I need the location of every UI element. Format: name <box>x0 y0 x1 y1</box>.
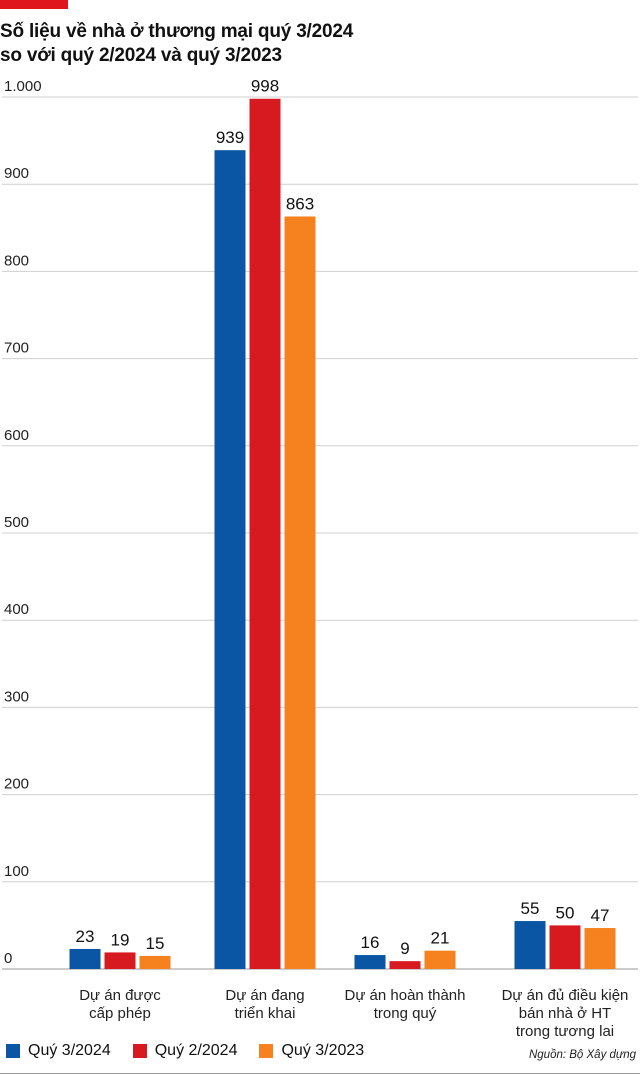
category-label-1-line-2: cấp phép <box>89 1005 151 1022</box>
y-tick-label-400: 400 <box>4 601 29 618</box>
y-tick-label-800: 800 <box>4 252 29 269</box>
accent-bar <box>0 0 68 9</box>
category-label-4-line-1: Dự án đủ điều kiện <box>502 987 629 1004</box>
y-tick-label-500: 500 <box>4 514 29 531</box>
chart-title-line-1: Số liệu về nhà ở thương mại quý 3/2024 <box>0 21 354 42</box>
category-label-2-line-2: triển khai <box>235 1005 296 1022</box>
category-label-3-line-1: Dự án hoàn thành <box>345 987 466 1004</box>
legend-swatch-quy-2-2024 <box>132 1044 147 1058</box>
category-label-2-line-1: Dự án đang <box>225 987 304 1004</box>
chart-title-line-2: so với quý 2/2024 và quý 3/2023 <box>0 45 282 66</box>
data-label-quy-2-2024-cat-4: 50 <box>556 903 575 922</box>
legend-label-quy-2-2024: Quý 2/2024 <box>154 1042 238 1059</box>
legend-item-quy-3-2023: Quý 3/2023 <box>259 1042 364 1060</box>
data-label-quy-3-2023-cat-1: 15 <box>146 934 165 953</box>
bar-quy-3-2024-cat-1 <box>69 948 101 969</box>
bar-quy-3-2023-cat-4 <box>584 928 616 969</box>
legend: Quý 3/2024 Quý 2/2024 Quý 3/2023 <box>6 1042 364 1060</box>
data-label-quy-3-2024-cat-4: 55 <box>521 899 540 918</box>
bar-quy-2-2024-cat-1 <box>104 952 136 969</box>
legend-swatch-quy-3-2023 <box>259 1044 274 1058</box>
bar-quy-2-2024-cat-2 <box>249 98 281 969</box>
y-tick-label-700: 700 <box>4 340 29 357</box>
data-label-quy-3-2024-cat-3: 16 <box>361 933 380 952</box>
y-tick-label-600: 600 <box>4 427 29 444</box>
bar-quy-2-2024-cat-4 <box>549 925 581 969</box>
bottom-rule <box>0 1073 640 1074</box>
legend-label-quy-3-2023: Quý 3/2023 <box>281 1042 365 1059</box>
y-tick-label-300: 300 <box>4 688 29 705</box>
data-label-quy-3-2024-cat-2: 939 <box>216 128 244 147</box>
data-label-quy-3-2023-cat-2: 863 <box>286 194 314 213</box>
legend-label-quy-3-2024: Quý 3/2024 <box>28 1042 111 1059</box>
y-tick-label-1000: 1.000 <box>4 78 42 95</box>
bar-quy-3-2023-cat-3 <box>424 950 456 969</box>
bar-quy-3-2024-cat-3 <box>354 955 386 969</box>
data-label-quy-3-2023-cat-3: 21 <box>431 929 450 948</box>
legend-item-quy-2-2024: Quý 2/2024 <box>132 1042 238 1060</box>
y-tick-label-100: 100 <box>4 863 29 880</box>
legend-item-quy-3-2024: Quý 3/2024 <box>6 1042 111 1060</box>
bar-quy-3-2024-cat-2 <box>214 150 246 969</box>
category-label-4-line-2: bán nhà ở HT <box>519 1005 611 1022</box>
chart-title: Số liệu về nhà ở thương mại quý 3/2024 s… <box>0 20 620 68</box>
category-label-4-line-3: trong tương lai <box>516 1023 614 1040</box>
bar-quy-3-2023-cat-2 <box>284 216 316 970</box>
data-label-quy-3-2024-cat-1: 23 <box>76 927 95 946</box>
data-label-quy-2-2024-cat-3: 9 <box>400 939 409 958</box>
data-label-quy-2-2024-cat-2: 998 <box>251 77 279 96</box>
legend-swatch-quy-3-2024 <box>6 1044 20 1058</box>
category-label-1-line-1: Dự án được <box>79 987 161 1004</box>
y-tick-label-900: 900 <box>4 165 29 182</box>
data-label-quy-3-2023-cat-4: 47 <box>591 906 610 925</box>
bar-quy-2-2024-cat-3 <box>389 961 421 969</box>
category-label-3-line-2: trong quý <box>374 1005 437 1022</box>
data-label-quy-2-2024-cat-1: 19 <box>111 930 130 949</box>
bar-quy-3-2024-cat-4 <box>514 921 546 969</box>
bar-quy-3-2023-cat-1 <box>139 955 171 969</box>
y-tick-label-200: 200 <box>4 776 29 793</box>
source-note: Nguồn: Bộ Xây dựng <box>528 1049 636 1061</box>
y-tick-label-0: 0 <box>4 950 12 967</box>
